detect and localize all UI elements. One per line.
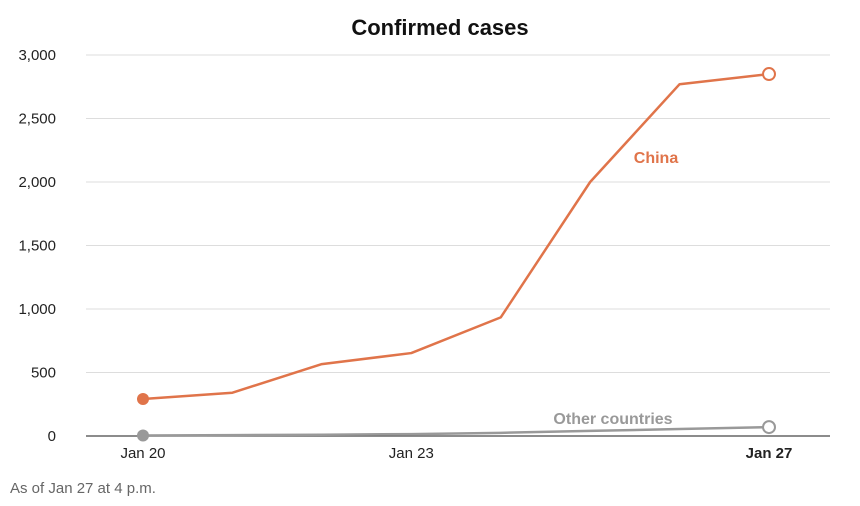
y-tick-label: 3,000 xyxy=(18,47,56,64)
grid xyxy=(86,54,830,437)
x-tick-label: Jan 27 xyxy=(746,445,793,462)
start-point xyxy=(137,429,149,442)
series-label-other-countries: Other countries xyxy=(553,411,672,428)
y-tick-label: 1,500 xyxy=(18,238,56,255)
end-point xyxy=(762,420,776,435)
y-axis-ticks: 0 500 1,000 1,500 2,000 2,500 3,000 xyxy=(18,47,56,445)
y-tick-label: 2,500 xyxy=(18,111,56,128)
footnote: As of Jan 27 at 4 p.m. xyxy=(10,480,156,497)
series-label-china: China xyxy=(634,150,679,167)
series-line-china xyxy=(141,72,771,401)
x-tick-label: Jan 23 xyxy=(389,445,434,462)
x-axis-ticks: Jan 20 Jan 23 Jan 27 xyxy=(120,445,792,462)
series-group xyxy=(137,67,776,442)
y-tick-label: 2,000 xyxy=(18,174,56,191)
x-tick-label: Jan 20 xyxy=(120,445,165,462)
y-tick-label: 500 xyxy=(31,365,56,382)
end-point xyxy=(762,67,776,82)
y-tick-label: 1,000 xyxy=(18,301,56,318)
series-labels: China Other countries xyxy=(553,150,678,428)
series-line-other-countries xyxy=(141,425,771,437)
start-point xyxy=(137,393,149,406)
y-tick-label: 0 xyxy=(48,428,56,445)
chart-title: Confirmed cases xyxy=(351,15,528,40)
